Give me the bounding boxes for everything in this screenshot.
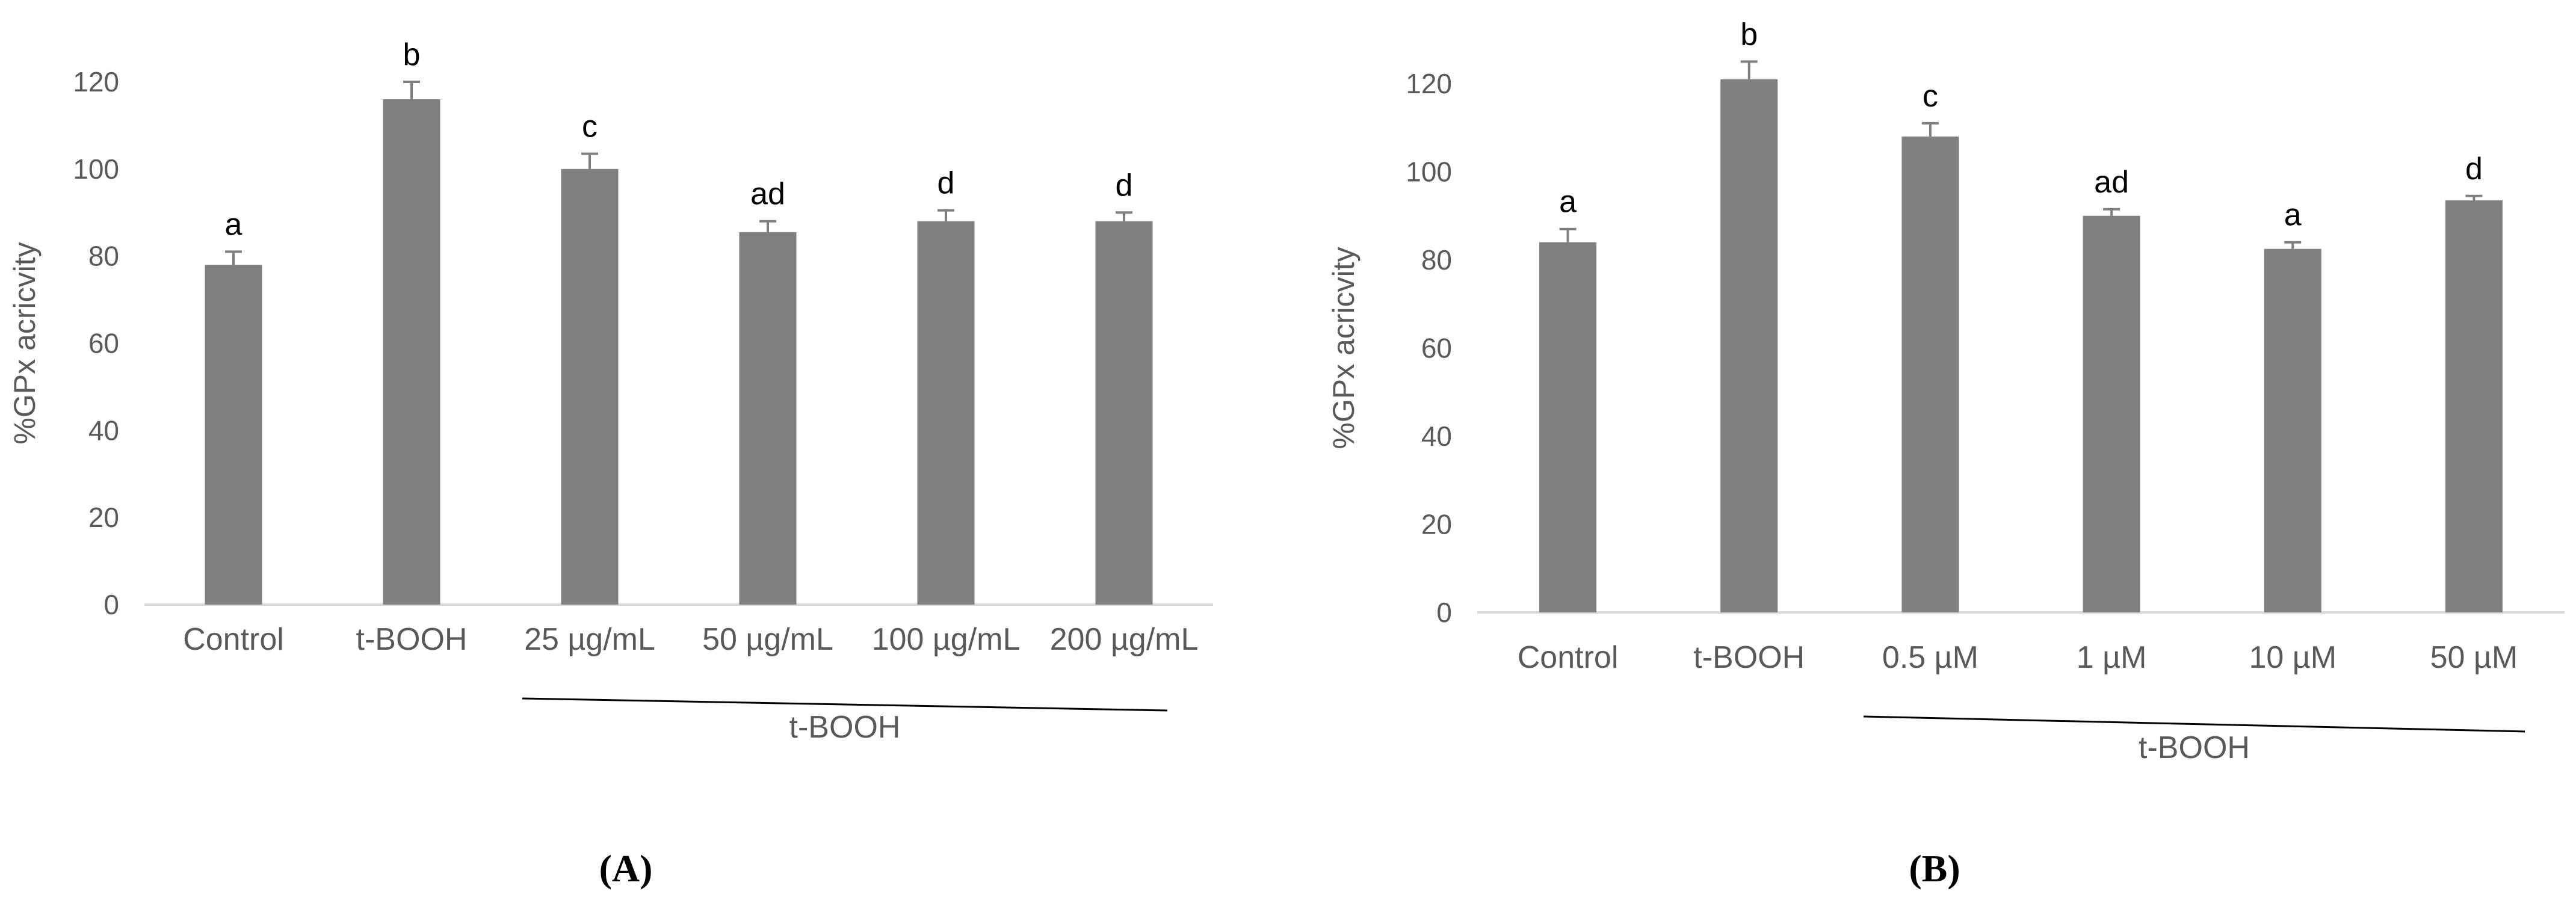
chart-panel-b: 0 20 40 60 80 100 120 %GPx acricvity a Control b t-… <box>1327 17 2565 890</box>
y-tick-label: 0 <box>103 589 119 620</box>
panel-label: (B) <box>1909 847 1960 890</box>
bar <box>561 168 619 605</box>
y-tick-label: 100 <box>73 153 119 185</box>
bar <box>2264 248 2321 612</box>
x-tick-label: 200 µg/mL <box>1050 622 1199 657</box>
x-tick-label: Control <box>183 622 284 657</box>
group-label: t-BOOH <box>2139 730 2250 765</box>
significance-letter: a <box>1559 185 1577 220</box>
x-tick-label: 1 µM <box>2077 640 2147 675</box>
y-tick-label: 80 <box>1421 244 1452 276</box>
x-tick-label: 100 µg/mL <box>872 622 1021 657</box>
x-tick-label: t-BOOH <box>1693 640 1805 675</box>
bar <box>1720 79 1778 613</box>
group-bracket-line <box>1863 715 2525 733</box>
significance-letter: d <box>937 166 955 201</box>
x-tick-label: 50 µM <box>2430 640 2518 675</box>
significance-letter: a <box>225 207 242 242</box>
bar <box>205 265 262 605</box>
y-tick-label: 40 <box>88 414 119 446</box>
bar <box>1539 242 1597 612</box>
y-tick-label: 60 <box>1421 333 1452 364</box>
chart-panel-a: 0 20 40 60 80 100 120 %GPx acricvity a Control b t-… <box>8 37 1213 890</box>
significance-letter: a <box>2284 198 2302 233</box>
bar <box>739 232 797 605</box>
y-tick-label: 20 <box>88 502 119 533</box>
y-tick-label: 80 <box>88 241 119 272</box>
group-bracket-line <box>522 697 1168 712</box>
x-tick-label: Control <box>1518 640 1619 675</box>
bar <box>383 99 440 605</box>
x-tick-label: t-BOOH <box>356 622 468 657</box>
significance-letter: c <box>1923 79 1938 114</box>
group-label: t-BOOH <box>789 710 901 745</box>
x-tick-label: 50 µg/mL <box>702 622 833 657</box>
significance-letter: ad <box>2094 165 2129 200</box>
y-axis-label: %GPx acricvity <box>8 242 42 444</box>
significance-letter: c <box>582 109 598 144</box>
y-tick-label: 0 <box>1436 597 1452 628</box>
y-tick-label: 100 <box>1406 156 1452 188</box>
x-tick-label: 10 µM <box>2249 640 2337 675</box>
bar <box>1095 221 1153 605</box>
bar <box>2445 200 2503 612</box>
x-tick-label: 0.5 µM <box>1882 640 1978 675</box>
significance-letter: b <box>403 37 421 72</box>
bar <box>1901 136 1959 612</box>
y-tick-label: 60 <box>88 328 119 359</box>
y-tick-label: 120 <box>73 66 119 97</box>
y-tick-label: 20 <box>1421 509 1452 540</box>
panel-label: (A) <box>599 847 653 890</box>
bar <box>2083 215 2140 612</box>
significance-letter: d <box>2465 152 2483 186</box>
significance-letter: d <box>1116 168 1133 203</box>
significance-letter: b <box>1740 17 1758 52</box>
y-axis-label: %GPx acricvity <box>1327 247 1361 449</box>
bar <box>917 221 975 605</box>
y-tick-label: 40 <box>1421 421 1452 452</box>
significance-letter: ad <box>750 177 785 212</box>
x-tick-label: 25 µg/mL <box>524 622 655 657</box>
y-tick-label: 120 <box>1406 68 1452 99</box>
